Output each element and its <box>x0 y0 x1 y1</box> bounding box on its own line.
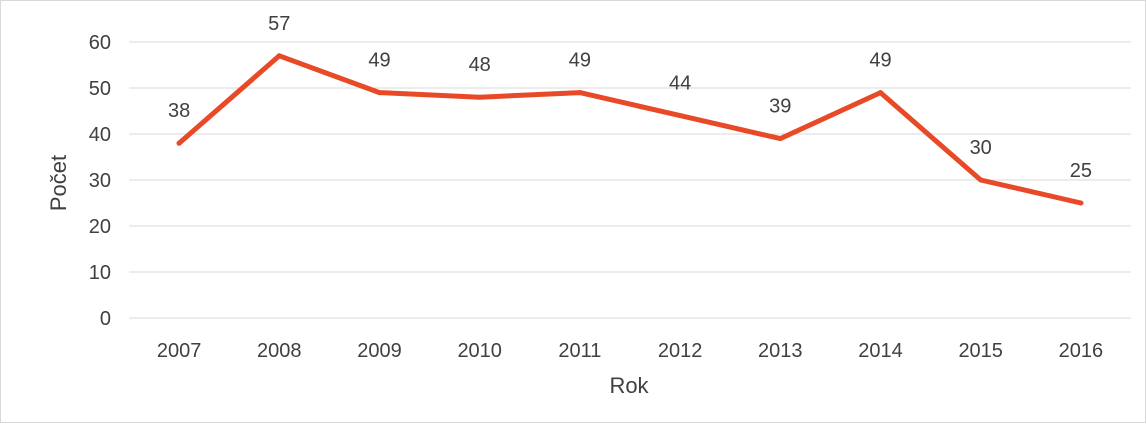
data-point <box>377 90 382 96</box>
x-tick-label: 2016 <box>1059 340 1104 362</box>
data-label: 57 <box>268 13 290 35</box>
x-tick-label: 2015 <box>958 340 1003 362</box>
x-tick-label: 2012 <box>658 340 703 362</box>
data-point <box>777 136 783 142</box>
y-tick-label: 40 <box>89 124 111 146</box>
y-axis-title: Počet <box>46 155 71 211</box>
x-tick-label: 2010 <box>457 340 502 362</box>
y-tick-label: 60 <box>89 32 111 54</box>
y-tick-label: 30 <box>89 170 111 192</box>
x-tick-label: 2007 <box>157 340 202 362</box>
x-tick-label: 2013 <box>758 340 803 362</box>
data-label: 30 <box>970 137 992 159</box>
data-label: 49 <box>569 50 591 72</box>
data-point <box>276 53 282 59</box>
x-axis-ticks: 2007 2008 2009 2010 2011 2012 2013 2014 2015 2016 <box>157 340 1103 362</box>
y-tick-label: 50 <box>89 78 111 100</box>
data-point <box>176 140 182 146</box>
data-label: 49 <box>368 50 390 72</box>
gridlines <box>129 41 1131 319</box>
y-axis-ticks: 0 10 20 30 40 50 60 <box>89 32 111 330</box>
data-point <box>878 90 883 96</box>
data-label: 25 <box>1070 160 1092 182</box>
data-point <box>477 94 483 100</box>
data-label: 48 <box>469 54 491 76</box>
data-label: 38 <box>168 100 190 122</box>
x-tick-label: 2008 <box>257 340 302 362</box>
data-point <box>677 113 683 119</box>
data-labels: 38 57 49 48 49 44 39 49 30 25 <box>168 13 1092 182</box>
data-label: 39 <box>769 96 791 118</box>
x-tick-label: 2014 <box>858 340 903 362</box>
y-tick-label: 20 <box>89 216 111 238</box>
x-axis-title: Rok <box>609 373 649 398</box>
data-point <box>978 177 984 183</box>
data-label: 44 <box>669 73 691 95</box>
y-tick-label: 0 <box>100 308 111 330</box>
data-label: 49 <box>869 50 891 72</box>
x-tick-label: 2009 <box>357 340 402 362</box>
series-layer <box>176 53 1084 206</box>
series-line <box>176 53 1084 206</box>
data-point <box>577 90 583 96</box>
data-point <box>1078 200 1084 206</box>
y-tick-label: 10 <box>89 262 111 284</box>
x-tick-label: 2011 <box>558 340 601 362</box>
